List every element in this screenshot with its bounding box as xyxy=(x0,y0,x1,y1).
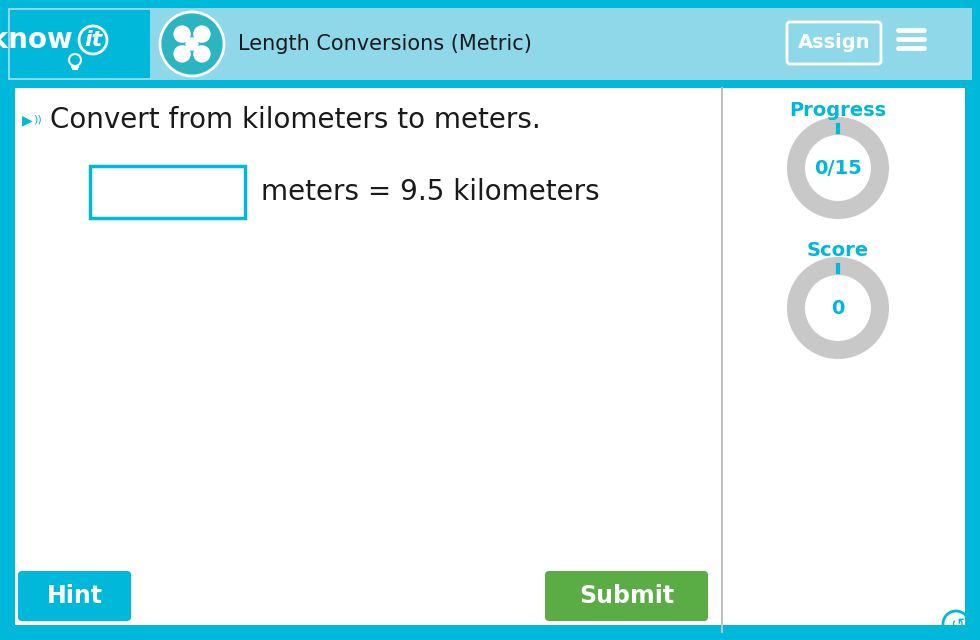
Text: Assign: Assign xyxy=(798,33,870,52)
Text: 0/15: 0/15 xyxy=(814,159,861,177)
Circle shape xyxy=(174,26,190,42)
Text: Score: Score xyxy=(807,241,869,259)
Circle shape xyxy=(160,12,224,76)
FancyBboxPatch shape xyxy=(8,625,972,632)
FancyBboxPatch shape xyxy=(787,22,881,64)
Text: Submit: Submit xyxy=(579,584,674,608)
Text: )): )) xyxy=(33,115,42,125)
FancyBboxPatch shape xyxy=(8,88,972,632)
Text: meters = 9.5 kilometers: meters = 9.5 kilometers xyxy=(261,178,600,206)
Text: ↺: ↺ xyxy=(950,616,964,634)
Circle shape xyxy=(194,26,210,42)
Circle shape xyxy=(186,38,198,50)
Circle shape xyxy=(194,46,210,62)
FancyBboxPatch shape xyxy=(10,10,150,78)
Text: 0: 0 xyxy=(831,298,845,317)
Text: iknow: iknow xyxy=(0,26,73,54)
Circle shape xyxy=(174,46,190,62)
Text: Convert from kilometers to meters.: Convert from kilometers to meters. xyxy=(50,106,541,134)
FancyBboxPatch shape xyxy=(965,88,972,632)
FancyBboxPatch shape xyxy=(90,166,245,218)
FancyBboxPatch shape xyxy=(8,88,15,632)
FancyBboxPatch shape xyxy=(18,571,131,621)
Text: Hint: Hint xyxy=(46,584,103,608)
FancyBboxPatch shape xyxy=(8,8,972,80)
FancyBboxPatch shape xyxy=(545,571,708,621)
Text: ▶: ▶ xyxy=(22,113,32,127)
Text: it: it xyxy=(84,30,102,50)
Text: Length Conversions (Metric): Length Conversions (Metric) xyxy=(238,34,532,54)
Text: Progress: Progress xyxy=(790,100,887,120)
